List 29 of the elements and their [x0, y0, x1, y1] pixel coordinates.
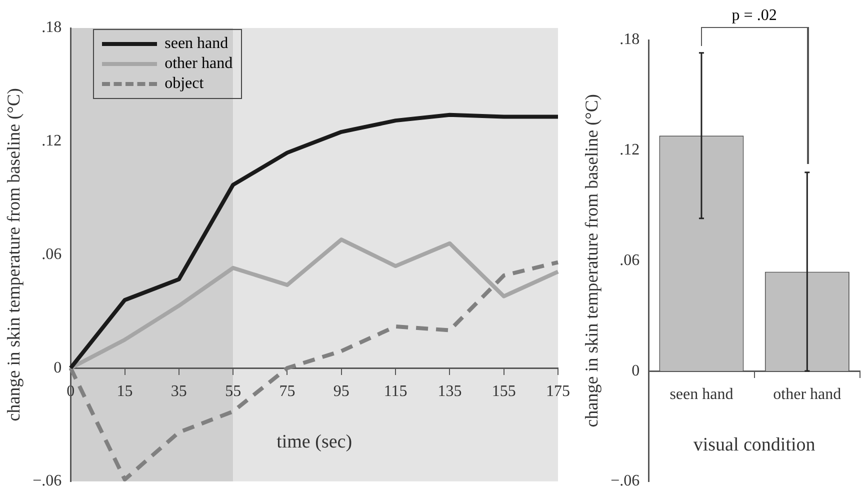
x-tick-label: seen hand — [670, 386, 734, 403]
x-tick-label: 115 — [384, 382, 408, 400]
legend-label: other hand — [164, 55, 233, 73]
x-tick-label: 155 — [492, 382, 516, 400]
x-tick-label: 175 — [546, 382, 570, 400]
x-tick-label: 135 — [438, 382, 462, 400]
y-tick-label: .18 — [620, 31, 640, 48]
y-axis-title: change in skin temperature from baseline (°C) — [582, 94, 602, 428]
y-tick-label: −.06 — [32, 472, 62, 490]
y-tick-label: .12 — [620, 142, 640, 159]
x-tick-label: 15 — [116, 382, 133, 400]
y-tick-label: .12 — [42, 132, 62, 150]
y-tick-label: .06 — [620, 252, 640, 269]
legend-label: object — [164, 75, 204, 93]
x-tick-label: 55 — [225, 382, 242, 400]
x-tick-label: 95 — [333, 382, 350, 400]
x-axis-title: time (sec) — [276, 432, 352, 453]
x-tick-label: other hand — [773, 386, 842, 403]
y-tick-label: −.06 — [610, 472, 640, 490]
y-tick-label: .18 — [42, 19, 62, 36]
x-tick-label: 75 — [279, 382, 296, 400]
x-axis-title: visual condition — [693, 434, 816, 456]
legend-label: seen hand — [164, 35, 228, 53]
x-tick-label: 35 — [170, 382, 187, 400]
y-tick-label: 0 — [54, 359, 62, 376]
y-tick-label: .06 — [42, 246, 62, 263]
y-tick-label: 0 — [632, 362, 640, 380]
y-axis-title: change in skin temperature from baseline (°C) — [4, 88, 24, 422]
text: p = .02 — [732, 7, 777, 25]
